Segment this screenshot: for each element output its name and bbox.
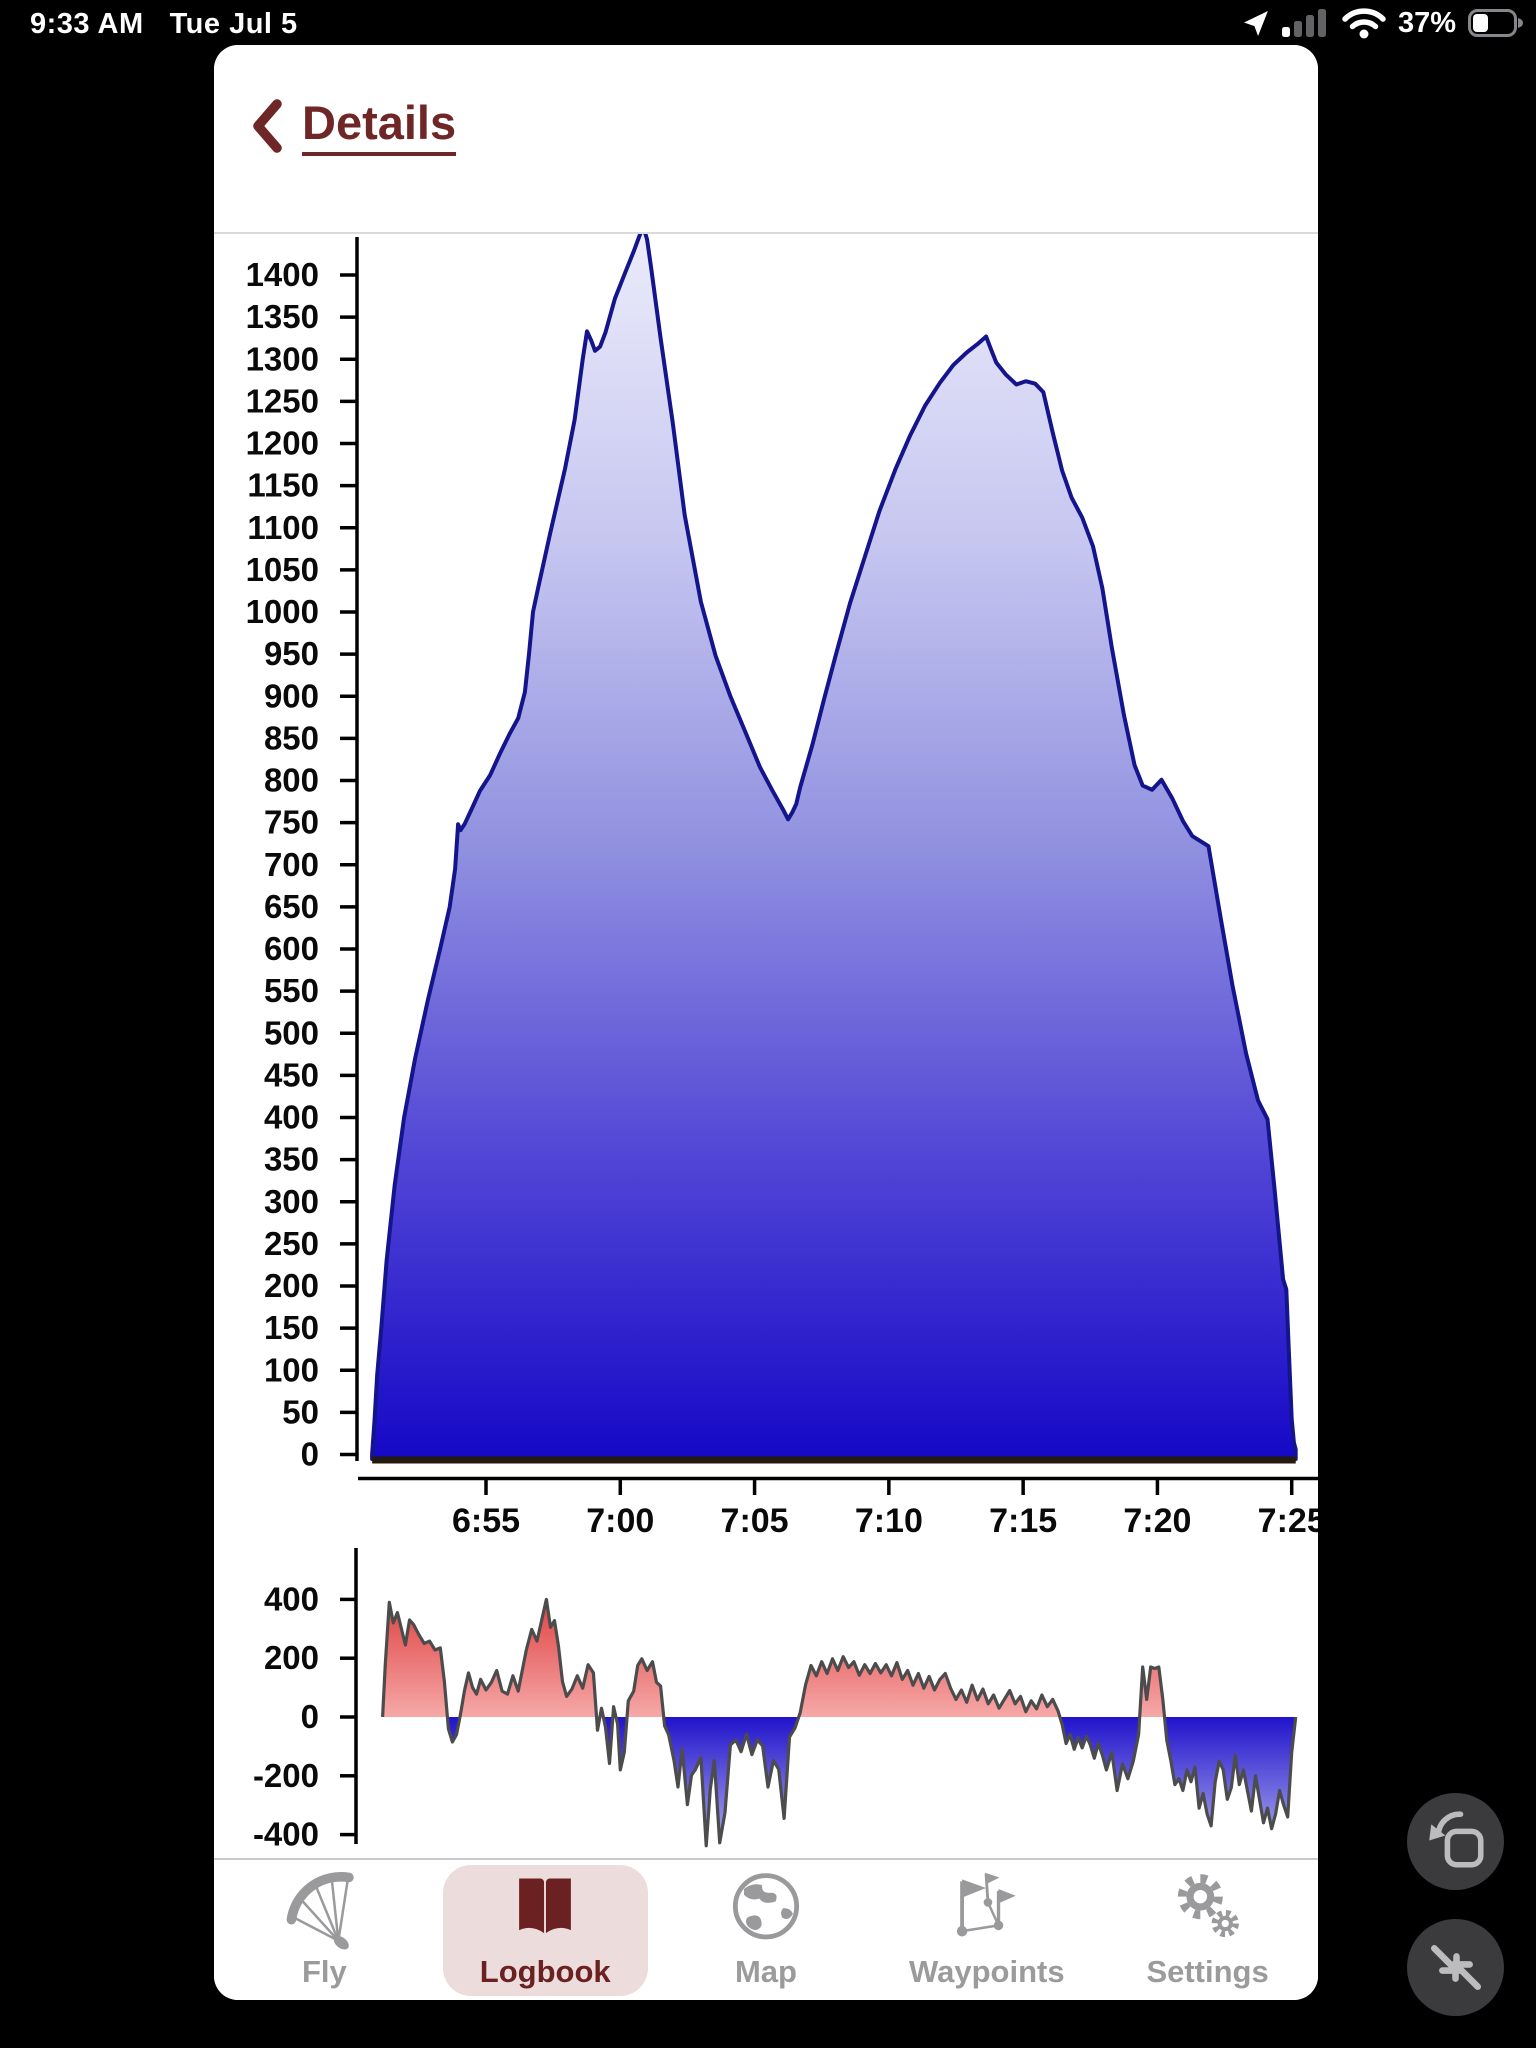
svg-text:7:20: 7:20 — [1123, 1502, 1191, 1540]
back-button[interactable]: Details — [250, 97, 457, 156]
svg-text:7:00: 7:00 — [586, 1502, 654, 1540]
tab-fly[interactable]: Fly — [214, 1860, 435, 2000]
status-date: Tue Jul 5 — [169, 8, 298, 40]
flight-charts: 0 50 100 150 200 250 300 350 400 450 500 550 600 650 7… — [246, 224, 1318, 1853]
status-time-date: 9:33 AM Tue Jul 5 — [30, 8, 298, 41]
svg-text:700: 700 — [264, 846, 319, 883]
tab-waypoints[interactable]: Waypoints — [876, 1860, 1097, 2000]
svg-text:1250: 1250 — [246, 382, 319, 419]
wifi-icon — [1342, 8, 1386, 39]
battery-icon — [1468, 9, 1523, 37]
svg-text:850: 850 — [264, 719, 319, 756]
chevron-left-icon — [253, 99, 282, 154]
svg-text:100: 100 — [264, 1351, 319, 1388]
tab-label-logbook: Logbook — [479, 1954, 611, 1989]
page-title[interactable]: Details — [302, 97, 457, 156]
svg-text:950: 950 — [264, 635, 319, 672]
shrink-window-button[interactable] — [1407, 1919, 1504, 2016]
location-arrow-icon — [1243, 10, 1268, 36]
svg-text:6:55: 6:55 — [452, 1502, 520, 1540]
tab-label-waypoints: Waypoints — [909, 1954, 1065, 1989]
svg-text:0: 0 — [301, 1698, 319, 1735]
svg-text:350: 350 — [264, 1141, 319, 1178]
rotate-screen-icon — [1429, 1811, 1484, 1868]
vario-positive-area — [382, 1599, 1296, 1717]
svg-text:200: 200 — [264, 1267, 319, 1304]
flags-icon — [956, 1872, 1016, 1937]
svg-text:1400: 1400 — [246, 256, 319, 293]
tab-label-map: Map — [734, 1954, 797, 1989]
svg-text:550: 550 — [264, 972, 319, 1009]
svg-text:7:05: 7:05 — [721, 1502, 789, 1540]
svg-text:7:10: 7:10 — [855, 1502, 923, 1540]
globe-icon — [732, 1873, 800, 1940]
tab-bar: Fly Logbook Map — [214, 1858, 1318, 2000]
app-window: 0 50 100 150 200 250 300 350 400 450 500 550 600 650 7… — [214, 45, 1318, 2000]
svg-text:800: 800 — [264, 762, 319, 799]
vario-chart: 400 200 0 -200 -400 — [253, 1548, 1298, 1853]
svg-text:600: 600 — [264, 930, 319, 967]
status-time: 9:33 AM — [30, 8, 144, 40]
svg-text:7:25: 7:25 — [1258, 1502, 1318, 1540]
tab-logbook[interactable]: Logbook — [435, 1860, 656, 2000]
svg-text:200: 200 — [264, 1639, 319, 1676]
header: Details — [214, 45, 1318, 234]
svg-text:1150: 1150 — [247, 467, 319, 504]
cellular-signal-icon — [1281, 9, 1326, 37]
svg-text:450: 450 — [264, 1056, 319, 1093]
svg-text:900: 900 — [264, 677, 319, 714]
svg-text:50: 50 — [282, 1393, 319, 1430]
paraglider-icon — [287, 1872, 355, 1950]
svg-text:1050: 1050 — [246, 551, 319, 588]
svg-text:1350: 1350 — [246, 298, 319, 335]
tab-selected-pill — [442, 1865, 648, 1996]
svg-text:7:15: 7:15 — [989, 1502, 1057, 1540]
altitude-chart: 0 50 100 150 200 250 300 350 400 450 500 550 600 650 7… — [246, 224, 1318, 1540]
vario-line — [381, 1597, 1298, 1848]
svg-text:1100: 1100 — [247, 509, 319, 546]
header-divider — [214, 232, 1318, 234]
altitude-area — [370, 224, 1298, 1461]
rotate-screen-button[interactable] — [1407, 1793, 1504, 1890]
open-book-icon — [519, 1878, 572, 1934]
shrink-window-icon — [1430, 1945, 1482, 1990]
tab-map[interactable]: Map — [656, 1860, 877, 2000]
svg-text:750: 750 — [264, 804, 319, 841]
svg-text:0: 0 — [301, 1436, 319, 1473]
vario-negative-area — [382, 1717, 1296, 1846]
svg-text:1200: 1200 — [246, 425, 319, 462]
svg-text:400: 400 — [264, 1580, 319, 1617]
status-icons: 37% — [1243, 6, 1524, 40]
svg-text:250: 250 — [264, 1225, 319, 1262]
tab-label-settings: Settings — [1146, 1954, 1269, 1989]
tab-label-fly: Fly — [302, 1954, 347, 1989]
status-bar: 9:33 AM Tue Jul 5 37% — [0, 0, 1536, 44]
svg-text:-200: -200 — [253, 1757, 319, 1794]
svg-text:650: 650 — [264, 888, 319, 925]
battery-percent-label: 37% — [1397, 6, 1456, 39]
svg-text:150: 150 — [264, 1309, 319, 1346]
svg-text:1300: 1300 — [246, 340, 319, 377]
gears-icon — [1177, 1874, 1239, 1938]
svg-text:-400: -400 — [253, 1816, 319, 1853]
svg-text:500: 500 — [264, 1014, 319, 1051]
tab-settings[interactable]: Settings — [1097, 1860, 1318, 2000]
svg-text:300: 300 — [264, 1183, 319, 1220]
svg-text:400: 400 — [264, 1099, 319, 1136]
svg-text:1000: 1000 — [246, 593, 319, 630]
